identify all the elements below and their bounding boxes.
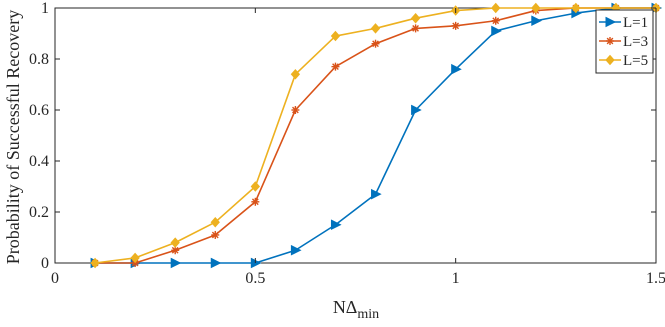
x-tick-label: 0.5 (245, 270, 265, 287)
legend-label-l-1: L=1 (623, 15, 648, 31)
data-point-l-1 (250, 257, 262, 269)
y-tick-label: 0.8 (29, 51, 49, 68)
y-tick-label: 0 (41, 255, 49, 272)
data-point-l-5 (571, 2, 581, 14)
asterisk-stroke (171, 246, 179, 254)
data-point-l-3 (411, 24, 420, 33)
x-tick-label: 1 (452, 270, 460, 287)
data-point-l-3 (491, 16, 500, 25)
axis-ticks: 0 0.5 1 1.5 0 0.2 0.4 0.6 0.8 1 (29, 0, 665, 287)
legend: L=1 L=3 L=5 (595, 9, 654, 74)
data-point-l-5 (491, 2, 501, 14)
legend-marker-l-3 (606, 37, 614, 45)
x-tick-label: 1.5 (646, 270, 665, 287)
data-point-l-1 (330, 219, 342, 231)
y-tick-label: 0.6 (29, 102, 49, 119)
legend-label-l-5: L=5 (623, 53, 648, 69)
x-axis-label: NΔmin (333, 297, 379, 322)
series-layer (90, 2, 663, 269)
data-point-l-1 (491, 25, 502, 37)
asterisk-stroke (332, 63, 339, 71)
legend-label-l-3: L=3 (623, 34, 648, 50)
data-point-l-3 (451, 21, 460, 30)
y-tick-label: 0.2 (29, 204, 49, 221)
asterisk-stroke (292, 106, 299, 114)
y-axis-label: Probability of Successful Recovery (3, 10, 23, 264)
data-point-l-1 (290, 244, 302, 256)
asterisk-stroke (606, 37, 614, 45)
data-point-l-1 (411, 104, 422, 116)
data-point-l-1 (371, 188, 382, 200)
asterisk-stroke (412, 25, 419, 32)
data-point-l-5 (130, 252, 140, 264)
asterisk-stroke (492, 17, 500, 25)
data-point-l-5 (410, 12, 421, 24)
data-point-l-1 (170, 257, 182, 269)
plot-area (54, 7, 657, 264)
y-tick-label: 0.4 (29, 153, 49, 170)
x-tick-label: 0 (51, 270, 59, 287)
data-point-l-5 (90, 257, 100, 269)
x-axis-label-main: NΔ (333, 297, 358, 317)
data-point-l-5 (330, 30, 341, 42)
y-tick-label: 1 (41, 0, 49, 17)
asterisk-stroke (452, 22, 460, 30)
data-point-l-5 (170, 237, 180, 248)
data-point-l-3 (371, 39, 380, 48)
data-point-l-3 (211, 230, 220, 239)
data-point-l-5 (210, 216, 220, 228)
asterisk-stroke (372, 40, 379, 48)
data-point-l-1 (531, 15, 542, 27)
x-axis-label-sub: min (357, 307, 379, 322)
data-point-l-3 (331, 62, 340, 71)
data-point-l-3 (251, 197, 260, 206)
data-point-l-5 (250, 181, 261, 192)
data-point-l-5 (370, 23, 381, 34)
data-point-l-1 (451, 63, 462, 75)
axes-frame (54, 7, 657, 264)
data-point-l-3 (291, 106, 300, 114)
data-point-l-5 (290, 69, 301, 80)
legend-marker-l-5 (605, 54, 615, 66)
legend-marker-l-1 (605, 16, 617, 28)
data-point-l-1 (210, 257, 222, 269)
data-point-l-5 (531, 2, 541, 14)
asterisk-stroke (251, 198, 259, 206)
asterisk-stroke (211, 231, 219, 239)
